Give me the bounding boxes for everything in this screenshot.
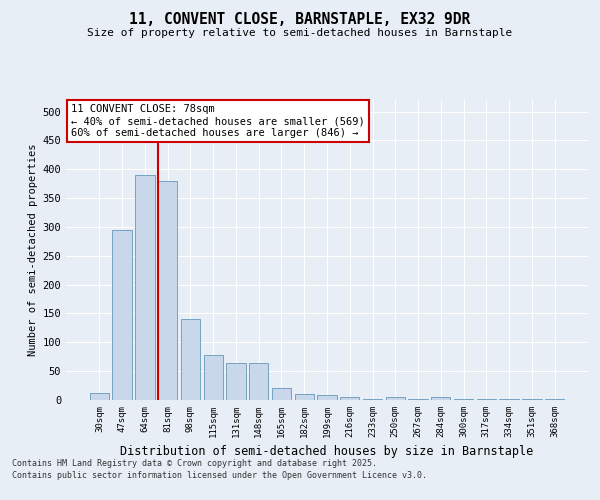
Bar xyxy=(90,393,109,400)
Bar xyxy=(249,362,268,400)
X-axis label: Distribution of semi-detached houses by size in Barnstaple: Distribution of semi-detached houses by … xyxy=(121,446,533,458)
Bar xyxy=(158,181,178,400)
Bar xyxy=(135,175,155,400)
Bar xyxy=(112,230,132,400)
Bar xyxy=(431,397,451,400)
Text: Contains public sector information licensed under the Open Government Licence v3: Contains public sector information licen… xyxy=(12,471,427,480)
Y-axis label: Number of semi-detached properties: Number of semi-detached properties xyxy=(28,144,38,356)
Bar xyxy=(317,396,337,400)
Text: Contains HM Land Registry data © Crown copyright and database right 2025.: Contains HM Land Registry data © Crown c… xyxy=(12,458,377,468)
Bar xyxy=(203,355,223,400)
Text: 11 CONVENT CLOSE: 78sqm
← 40% of semi-detached houses are smaller (569)
60% of s: 11 CONVENT CLOSE: 78sqm ← 40% of semi-de… xyxy=(71,104,365,138)
Bar xyxy=(295,394,314,400)
Bar xyxy=(340,396,359,400)
Bar xyxy=(363,399,382,400)
Bar xyxy=(272,388,291,400)
Text: 11, CONVENT CLOSE, BARNSTAPLE, EX32 9DR: 11, CONVENT CLOSE, BARNSTAPLE, EX32 9DR xyxy=(130,12,470,28)
Text: Size of property relative to semi-detached houses in Barnstaple: Size of property relative to semi-detach… xyxy=(88,28,512,38)
Bar xyxy=(386,397,405,400)
Bar xyxy=(226,362,245,400)
Bar xyxy=(181,319,200,400)
